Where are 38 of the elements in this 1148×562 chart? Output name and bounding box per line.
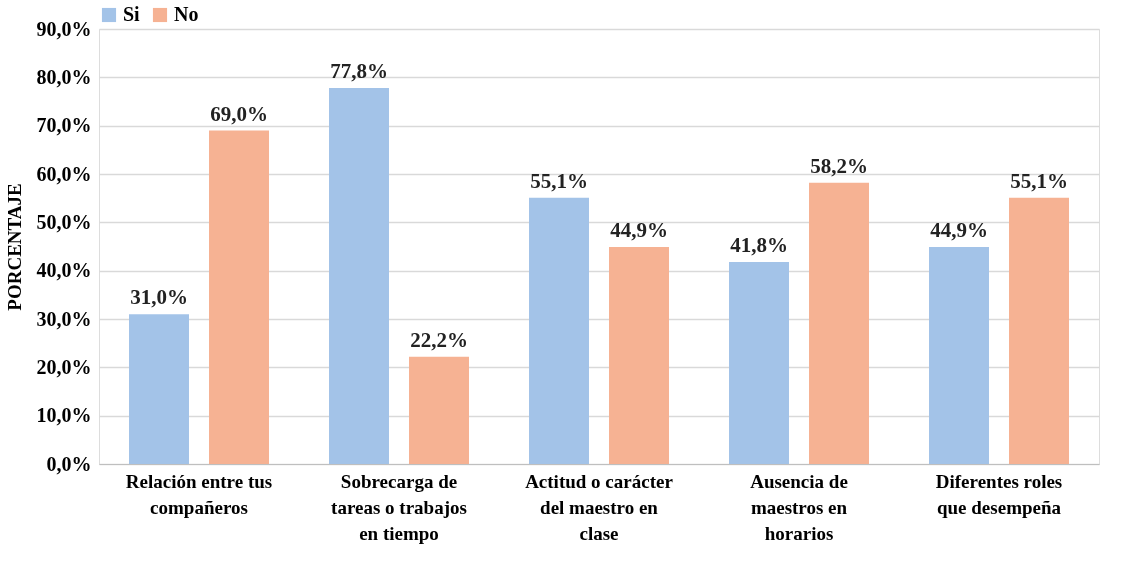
y-tick-label: 70,0% <box>36 114 92 137</box>
data-label: 55,1% <box>1010 168 1068 193</box>
bar <box>729 261 789 464</box>
y-axis-title: PORCENTAJE <box>3 183 25 311</box>
y-tick-label: 80,0% <box>36 65 92 88</box>
data-label: 22,2% <box>410 327 468 352</box>
x-tick-label: Diferentes roles que desempeña <box>935 470 1063 518</box>
bar <box>209 130 269 464</box>
data-label: 31,0% <box>130 285 188 310</box>
legend-label: Si <box>123 3 141 25</box>
x-tick-label: Sobrecarga de tareas o trabajos en tiempo <box>331 470 467 544</box>
data-label: 44,9% <box>610 217 668 242</box>
data-label: 58,2% <box>810 153 868 178</box>
data-label: 69,0% <box>210 101 268 126</box>
bar <box>1009 197 1069 464</box>
y-tick-label: 30,0% <box>36 307 92 330</box>
bar <box>329 87 389 464</box>
data-label: 55,1% <box>530 168 588 193</box>
legend-label: No <box>174 3 199 25</box>
data-label: 77,8% <box>330 58 388 83</box>
bar <box>809 182 869 464</box>
y-tick-label: 40,0% <box>36 259 92 282</box>
data-label: 41,8% <box>730 232 788 257</box>
y-tick-label: 60,0% <box>36 162 92 185</box>
y-tick-label: 50,0% <box>36 210 92 233</box>
bar <box>529 197 589 464</box>
y-tick-label: 0,0% <box>46 452 92 475</box>
y-tick-label: 90,0% <box>36 17 92 40</box>
bar <box>929 246 989 464</box>
x-tick-label: Actitud o carácter del maestro en clase <box>525 470 674 544</box>
bar <box>609 246 669 464</box>
y-tick-label: 20,0% <box>36 355 92 378</box>
x-tick-label: Relación entre tus compañeros <box>125 470 273 518</box>
bar <box>129 314 189 464</box>
y-tick-label: 10,0% <box>36 404 92 427</box>
x-tick-label: Ausencia de maestros en horarios <box>750 470 848 544</box>
data-label: 44,9% <box>930 217 988 242</box>
bar <box>409 356 469 464</box>
